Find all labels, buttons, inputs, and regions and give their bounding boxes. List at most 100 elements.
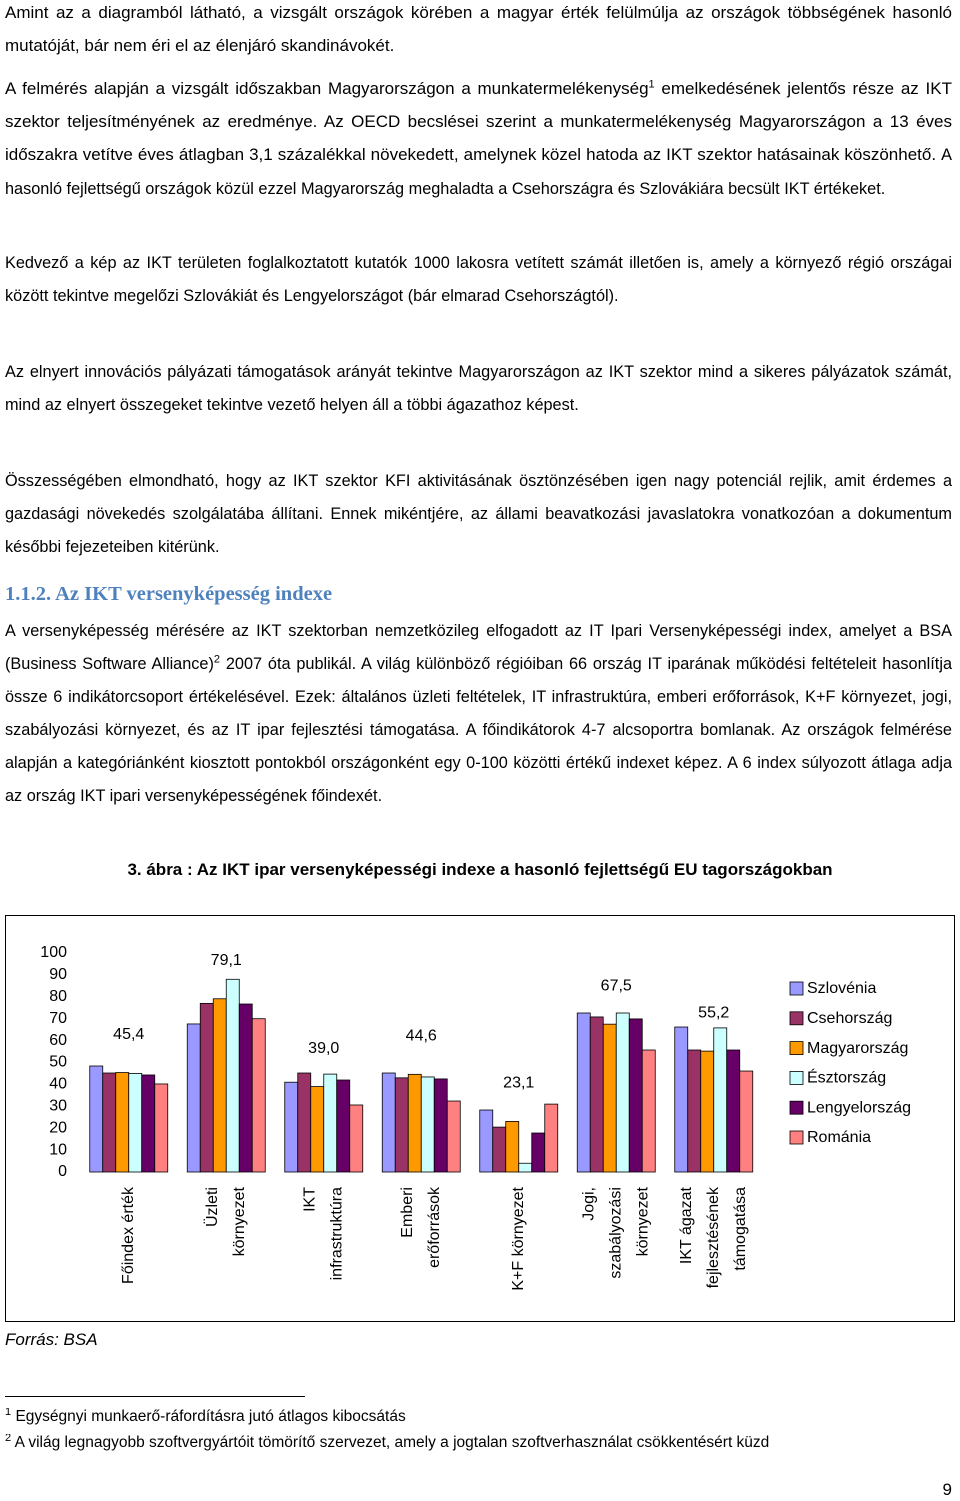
paragraph: Összességében elmondható, hogy az IKT sz… <box>5 465 952 564</box>
legend-label: Magyarország <box>807 1040 908 1057</box>
footnote-text: A világ legnagyobb szoftvergyártóit tömö… <box>14 1434 770 1451</box>
y-tick-label: 100 <box>40 944 67 961</box>
text: A felmérés alapján a vizsgált időszakban… <box>5 79 649 98</box>
legend-label: Lengyelország <box>807 1099 911 1116</box>
x-tick-label: erőforrások <box>426 1186 443 1268</box>
y-tick-label: 30 <box>49 1098 67 1115</box>
x-tick-label: K+F környezet <box>510 1186 527 1290</box>
bar <box>518 1162 533 1173</box>
legend-swatch <box>789 1041 804 1055</box>
legend-swatch <box>789 1100 804 1115</box>
bar <box>492 1126 507 1173</box>
x-tick-label: Üzleti <box>203 1187 221 1227</box>
x-tick-label: Emberi <box>399 1187 416 1238</box>
legend-swatch <box>789 981 804 996</box>
bar <box>212 998 227 1173</box>
data-label: 67,5 <box>601 977 632 994</box>
bar <box>589 1016 604 1173</box>
bar <box>407 1073 422 1173</box>
bar <box>687 1049 702 1173</box>
bar <box>186 1023 201 1173</box>
legend-swatch <box>789 1011 804 1026</box>
bar <box>349 1104 364 1173</box>
figure-caption: 3. ábra : Az IKT ipar versenyképességi i… <box>127 860 833 879</box>
footnote-rule <box>5 1396 305 1397</box>
y-tick-label: 0 <box>58 1163 67 1180</box>
x-tick-label: fejlesztésének <box>705 1186 722 1288</box>
bar <box>323 1073 338 1173</box>
bar <box>141 1074 156 1173</box>
text: Amint az a diagramból látható, a vizsgál… <box>5 3 952 55</box>
footnote-ref: 1 <box>648 78 655 91</box>
bar <box>576 1012 591 1173</box>
data-label: 45,4 <box>113 1026 144 1043</box>
bar <box>238 1003 253 1173</box>
y-tick-label: 40 <box>49 1076 67 1093</box>
paragraph: A versenyképesség mérésére az IKT szekto… <box>5 615 952 813</box>
legend-label: Csehország <box>807 1010 892 1027</box>
legend-label: Románia <box>807 1129 871 1146</box>
x-tick-label: környezet <box>634 1186 651 1256</box>
bar <box>700 1050 715 1173</box>
y-tick-label: 20 <box>49 1119 67 1136</box>
bar <box>433 1078 448 1173</box>
bar <box>739 1070 754 1173</box>
bar <box>297 1072 312 1173</box>
y-tick-label: 10 <box>49 1141 67 1158</box>
data-label: 79,1 <box>211 952 242 969</box>
bar <box>531 1132 546 1173</box>
bar <box>674 1026 689 1173</box>
bar <box>628 1018 643 1173</box>
y-tick-label: 90 <box>49 966 67 983</box>
text: A versenyképesség mérésére az IKT szekto… <box>5 622 952 673</box>
bar <box>336 1079 351 1173</box>
section-heading: 1.1.2. Az IKT versenyképesség indexe <box>5 583 332 606</box>
bar <box>89 1065 104 1173</box>
legend-swatch <box>789 1130 804 1145</box>
bar <box>225 978 240 1173</box>
data-label: 55,2 <box>698 1004 729 1021</box>
bar <box>420 1076 435 1173</box>
paragraph: A felmérés alapján a vizsgált időszakban… <box>5 72 952 206</box>
chart: 0 10 20 30 40 50 60 70 80 90 100 Főindex érték 45,4 Ü… <box>5 915 955 1322</box>
bar <box>713 1027 728 1173</box>
bar <box>726 1049 741 1173</box>
data-label: 44,6 <box>406 1028 437 1045</box>
text: Kedvező a kép az IKT területen foglalkoz… <box>5 254 952 305</box>
footnote-marker: 2 <box>5 1434 12 1444</box>
bar <box>251 1018 266 1173</box>
x-tick-label: IKT ágazat <box>678 1186 695 1264</box>
y-tick-label: 50 <box>49 1054 67 1071</box>
bar <box>199 1002 214 1173</box>
bar <box>115 1072 130 1173</box>
data-label: 23,1 <box>503 1075 534 1092</box>
bar <box>505 1121 520 1173</box>
bar <box>615 1012 630 1173</box>
paragraph: Kedvező a kép az IKT területen foglalkoz… <box>5 247 952 313</box>
bar <box>544 1103 559 1173</box>
x-tick-label: környezet <box>231 1186 248 1256</box>
x-tick-label: Jogi, <box>580 1187 597 1221</box>
y-tick-label: 80 <box>49 988 67 1005</box>
text: emelkedésének jelentős része az IKT szek… <box>5 79 952 164</box>
legend-label: Szlovénia <box>807 980 876 997</box>
x-tick-label: támogatása <box>732 1187 749 1271</box>
x-tick-label: IKT <box>301 1187 318 1212</box>
text: 2007 óta publikál. A világ különböző rég… <box>5 655 952 805</box>
section-number: 1.1.2. <box>5 583 52 605</box>
paragraph: Amint az a diagramból látható, a vizsgál… <box>5 0 952 62</box>
y-tick-label: 70 <box>49 1010 67 1027</box>
text: Összességében elmondható, hogy az IKT sz… <box>5 472 952 556</box>
footnote-marker: 1 <box>5 1408 12 1418</box>
paragraph: Az elnyert innovációs pályázati támogatá… <box>5 356 952 422</box>
bar <box>446 1100 461 1173</box>
y-tick-label: 60 <box>49 1032 67 1049</box>
legend-swatch <box>789 1070 804 1085</box>
footnote-ref: 2 <box>213 653 221 666</box>
bar <box>128 1073 143 1173</box>
text: A hasonló fejlettségű országok közül ezz… <box>5 146 952 198</box>
bar <box>310 1086 325 1173</box>
footnote: 2 A világ legnagyobb szoftvergyártóit tö… <box>5 1434 960 1452</box>
bar <box>479 1109 494 1173</box>
